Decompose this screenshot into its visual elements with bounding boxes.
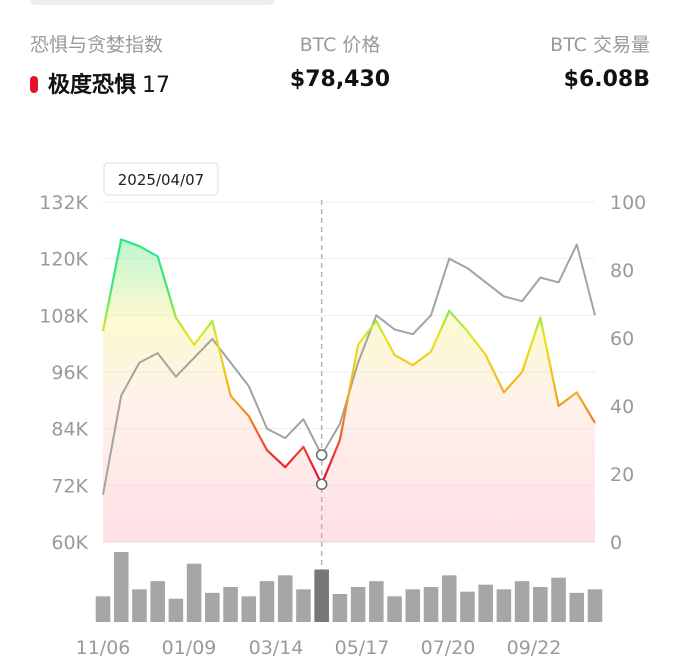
left-tick-label: 84K [51,419,88,441]
top-strip [30,0,275,5]
btc-price-stat: BTC 价格 $78,430 [270,30,410,92]
x-tick-label: 01/09 [162,637,217,659]
btc-price-label: BTC 价格 [299,34,381,56]
volume-bars [95,552,603,622]
fear-greed-stat: 恐惧与贪婪指数 极度恐惧 17 [30,30,170,99]
x-tick-label: 07/20 [421,637,476,659]
sentiment-indicator-icon [30,76,38,93]
volume-bar [460,591,475,622]
volume-bar [205,592,220,622]
left-tick-label: 120K [39,249,88,271]
volume-bar [587,589,603,622]
volume-bar [332,594,348,622]
volume-bar [478,584,493,622]
volume-bar [514,581,530,622]
btc-volume-label: BTC 交易量 [550,34,650,56]
x-tick-label: 09/22 [507,637,562,659]
volume-bar [496,589,512,622]
left-tick-label: 132K [39,192,88,214]
fear-greed-line [101,238,596,486]
volume-bar [533,587,548,622]
volume-bar [369,581,384,622]
volume-bar [387,596,402,622]
volume-bar [113,552,129,622]
btc-price-marker [315,449,328,461]
right-tick-label: 80 [610,260,634,282]
right-tick-label: 20 [610,464,634,486]
volume-bar [259,581,275,622]
right-tick-label: 40 [610,396,634,418]
volume-bar [241,596,257,622]
fear-greed-marker [315,478,328,490]
fear-greed-area [103,239,595,542]
right-axis: 0 20 40 60 80 100 [610,192,646,554]
btc-volume-value: $6.08B [563,67,650,92]
volume-bar [186,563,202,622]
left-tick-label: 72K [51,475,88,497]
fear-greed-value: 极度恐惧 17 [30,67,170,99]
fear-greed-number: 17 [142,73,171,98]
left-axis: 60K 72K 84K 96K 108K 120K 132K [39,192,88,554]
left-tick-label: 96K [51,362,88,384]
volume-bar [405,589,421,622]
volume-bar [223,587,238,622]
x-axis: 11/06 01/09 03/14 05/17 07/20 09/22 [76,637,562,659]
volume-bar [551,577,566,622]
volume-bar [423,587,439,622]
volume-bar [350,587,366,622]
fear-greed-status: 极度恐惧 [48,73,137,98]
volume-bar [168,598,184,622]
date-tooltip: 2025/04/07 [103,162,219,196]
volume-bar [95,596,111,622]
volume-bar [569,592,585,622]
volume-bar [314,569,329,622]
right-tick-label: 0 [610,532,622,554]
volume-bar [296,589,311,622]
btc-volume-stat: BTC 交易量 $6.08B [550,30,650,92]
volume-bar [132,589,147,622]
tooltip-box [103,162,219,196]
x-tick-label: 05/17 [335,637,390,659]
right-tick-label: 100 [610,192,646,214]
volume-bar [277,575,293,622]
x-tick-label: 03/14 [249,637,304,659]
volume-bar [150,581,165,622]
left-tick-label: 60K [51,532,88,554]
volume-bar [441,575,457,622]
fear-greed-label: 恐惧与贪婪指数 [30,34,164,56]
left-tick-label: 108K [39,305,88,327]
btc-price-value: $78,430 [289,67,391,92]
x-tick-label: 11/06 [76,637,131,659]
right-tick-label: 60 [610,328,634,350]
tooltip-date: 2025/04/07 [118,171,204,189]
